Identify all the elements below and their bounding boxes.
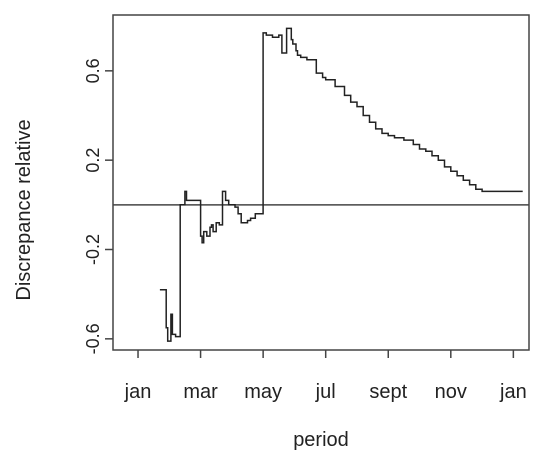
x-axis: jan mar may jul sept nov jan [124, 350, 527, 403]
x-tick-label: mar [183, 381, 218, 403]
y-axis: -0.6 -0.2 0.2 0.6 [83, 58, 113, 354]
x-tick-label: jan [124, 381, 152, 403]
x-tick-label: jul [315, 381, 336, 403]
y-tick-label: 0.6 [83, 58, 103, 83]
series-line [159, 27, 523, 342]
x-tick-label: sept [369, 381, 407, 403]
x-tick-label: jan [499, 381, 527, 403]
plot-frame [112, 14, 530, 351]
y-axis-title: Discrepance relative [13, 119, 35, 300]
y-tick-label: -0.6 [83, 323, 103, 354]
x-tick-label: may [244, 381, 282, 403]
x-axis-title: period [293, 429, 349, 451]
y-tick-label: 0.2 [83, 148, 103, 173]
x-tick-label: nov [435, 381, 467, 403]
y-tick-label: -0.2 [83, 234, 103, 265]
